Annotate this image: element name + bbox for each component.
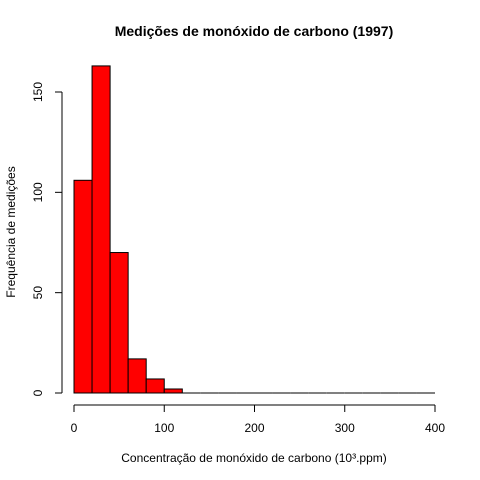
x-axis-label: Concentração de monóxido de carbono (10³… xyxy=(121,451,387,465)
histogram-bar xyxy=(163,388,183,394)
histogram-bar xyxy=(109,252,129,394)
histogram-bar xyxy=(127,358,147,394)
histogram-bar xyxy=(91,65,111,394)
x-tick-label: 200 xyxy=(244,421,264,435)
y-tick-label: 50 xyxy=(31,286,45,300)
x-tick-label: 0 xyxy=(71,421,78,435)
histogram-bar xyxy=(145,378,165,394)
x-tick-label: 100 xyxy=(154,421,174,435)
y-tick-label: 100 xyxy=(31,182,45,202)
histogram-bar xyxy=(73,179,93,394)
y-axis: 0 50 100 150 xyxy=(31,82,63,396)
x-tick-label: 300 xyxy=(335,421,355,435)
y-axis-label: Frequência de medições xyxy=(4,166,18,297)
bars-group xyxy=(73,65,435,394)
chart-title: Medições de monóxido de carbono (1997) xyxy=(115,23,394,39)
y-tick-label: 0 xyxy=(31,389,45,396)
y-tick-label: 150 xyxy=(31,82,45,102)
x-tick-label: 400 xyxy=(425,421,445,435)
x-axis: 0 100 200 300 400 xyxy=(71,404,445,435)
